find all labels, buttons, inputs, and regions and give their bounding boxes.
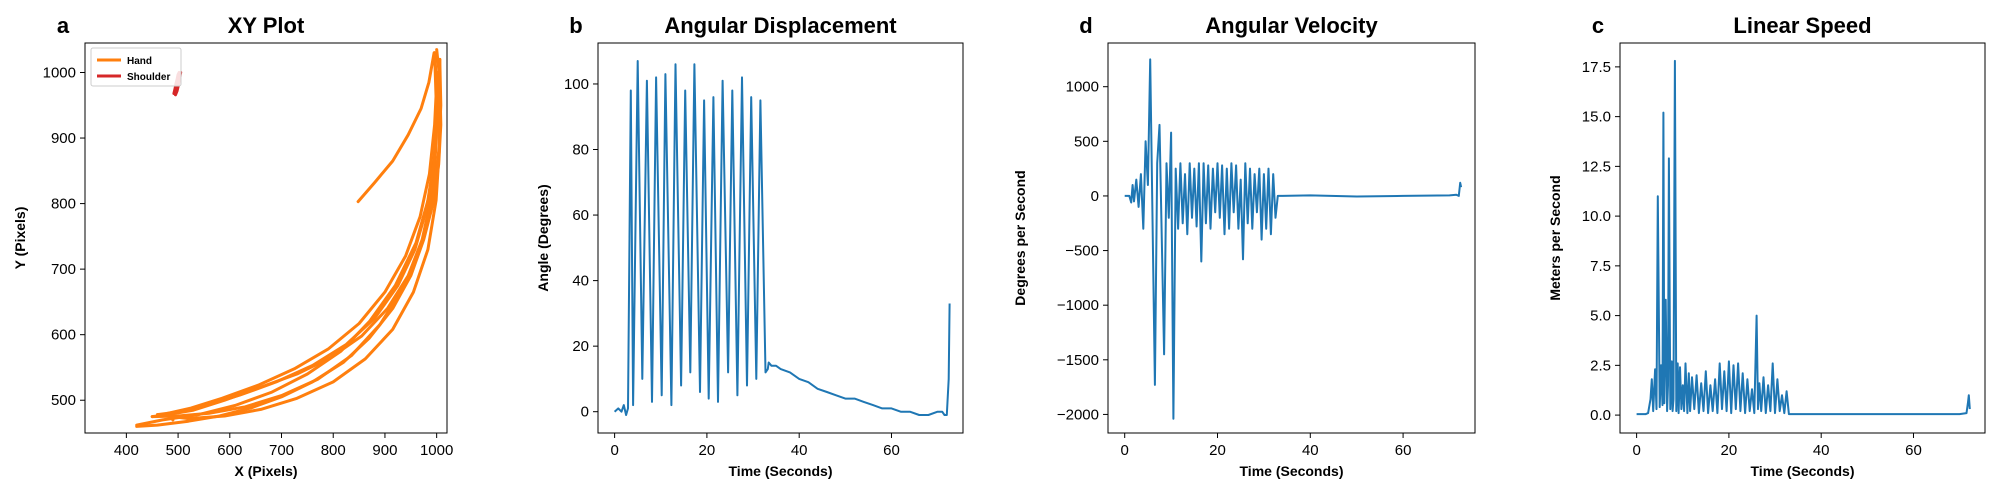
x-tick-label: 700 xyxy=(269,442,294,459)
y-tick-label: 600 xyxy=(51,327,76,344)
chart-panel-d: 0 20 40 60 −2000 −1500 −1000 −500 0 500 1000 Angula… xyxy=(1012,13,1476,479)
series-line-hand-6 xyxy=(155,71,441,421)
x-tick-label: 800 xyxy=(321,442,346,459)
y-axis-label: Y (Pixels) xyxy=(12,207,28,270)
y-tick-label: 2.5 xyxy=(1590,357,1611,374)
y-tick-label: 100 xyxy=(564,76,589,93)
y-tick-label: 500 xyxy=(1074,133,1099,150)
y-tick-label: −1500 xyxy=(1057,352,1099,369)
y-tick-label: 15.0 xyxy=(1582,109,1611,126)
axes-frame xyxy=(1107,42,1476,434)
legend: Hand Shoulder xyxy=(90,47,182,87)
y-tick-label: 40 xyxy=(572,273,589,290)
plot-area xyxy=(613,60,951,416)
chart-title: Linear Speed xyxy=(1733,13,1871,38)
x-tick-label: 60 xyxy=(1395,442,1412,459)
y-tick-label: 0 xyxy=(1091,188,1099,205)
y-tick-label: 700 xyxy=(51,261,76,278)
x-tick-label: 500 xyxy=(166,442,191,459)
series-line-hand-0 xyxy=(356,51,436,204)
y-tick-label: 60 xyxy=(572,207,589,224)
x-tick-label: 20 xyxy=(699,442,716,459)
x-tick-label: 20 xyxy=(1721,442,1738,459)
series-line-hand-5 xyxy=(155,57,442,417)
y-tick-label: 17.5 xyxy=(1582,59,1611,76)
x-tick-label: 0 xyxy=(610,442,618,459)
y-tick-label: −1000 xyxy=(1057,297,1099,314)
x-tick-label: 60 xyxy=(1905,442,1922,459)
series-line-hand-3 xyxy=(150,51,438,419)
axes-frame xyxy=(84,42,448,434)
legend-label-shoulder: Shoulder xyxy=(127,72,170,83)
series-line xyxy=(1124,58,1463,420)
x-tick-label: 900 xyxy=(372,442,397,459)
x-tick-label: 0 xyxy=(1632,442,1640,459)
plot-area xyxy=(1636,59,1971,416)
legend-label-hand: Hand xyxy=(127,56,152,67)
x-axis-label: Time (Seconds) xyxy=(729,463,833,479)
x-tick-label: 40 xyxy=(791,442,808,459)
plot-area xyxy=(1124,58,1463,420)
axes-frame xyxy=(597,42,964,434)
y-tick-label: 500 xyxy=(51,392,76,409)
y-tick-label: 7.5 xyxy=(1590,258,1611,275)
x-tick-label: 1000 xyxy=(420,442,453,459)
y-tick-label: 1000 xyxy=(43,64,76,81)
panel-letter: a xyxy=(57,13,70,38)
x-tick-label: 400 xyxy=(114,442,139,459)
series-line xyxy=(613,60,951,416)
chart-title: Angular Velocity xyxy=(1205,13,1378,38)
x-tick-label: 0 xyxy=(1121,442,1129,459)
chart-title: XY Plot xyxy=(228,13,305,38)
y-tick-label: 1000 xyxy=(1066,79,1099,96)
chart-title: Angular Displacement xyxy=(664,13,897,38)
y-tick-label: 10.0 xyxy=(1582,208,1611,225)
y-tick-label: 20 xyxy=(572,338,589,355)
y-tick-label: 80 xyxy=(572,142,589,159)
panel-letter: b xyxy=(569,13,582,38)
chart-panel-a: 400 500 600 700 800 900 1000 500 600 700 800 900 100… xyxy=(12,13,453,479)
y-tick-label: 5.0 xyxy=(1590,308,1611,325)
plot-area xyxy=(135,48,443,428)
x-tick-label: 40 xyxy=(1813,442,1830,459)
series-line-hand-2 xyxy=(135,51,440,427)
series-line-hand-4 xyxy=(150,57,443,419)
y-tick-label: −500 xyxy=(1065,243,1099,260)
y-tick-label: 900 xyxy=(51,130,76,147)
x-axis-label: Time (Seconds) xyxy=(1751,463,1855,479)
x-axis-label: X (Pixels) xyxy=(234,463,297,479)
x-tick-label: 600 xyxy=(217,442,242,459)
y-tick-label: −2000 xyxy=(1057,406,1099,423)
y-axis-label: Angle (Degrees) xyxy=(535,184,551,291)
series-line xyxy=(1636,59,1971,416)
x-tick-label: 40 xyxy=(1302,442,1319,459)
y-axis-label: Meters per Second xyxy=(1547,175,1563,300)
panel-letter: c xyxy=(1592,13,1604,38)
chart-panel-c: 0 20 40 60 0.0 2.5 5.0 7.5 10.0 12.5 15.0 17.5 Linea… xyxy=(1547,13,1986,479)
y-tick-label: 12.5 xyxy=(1582,158,1611,175)
x-tick-label: 20 xyxy=(1209,442,1226,459)
x-tick-label: 60 xyxy=(883,442,900,459)
y-tick-label: 0 xyxy=(581,404,589,421)
y-tick-label: 800 xyxy=(51,196,76,213)
axes-frame xyxy=(1619,42,1986,434)
x-axis-label: Time (Seconds) xyxy=(1240,463,1344,479)
panel-letter: d xyxy=(1079,13,1092,38)
chart-panel-b: 0 20 40 60 0 20 40 60 80 100 Angular Displacement b… xyxy=(535,13,964,479)
y-axis-label: Degrees per Second xyxy=(1012,170,1028,305)
y-tick-label: 0.0 xyxy=(1590,407,1611,424)
series-line-hand-7 xyxy=(166,71,439,422)
